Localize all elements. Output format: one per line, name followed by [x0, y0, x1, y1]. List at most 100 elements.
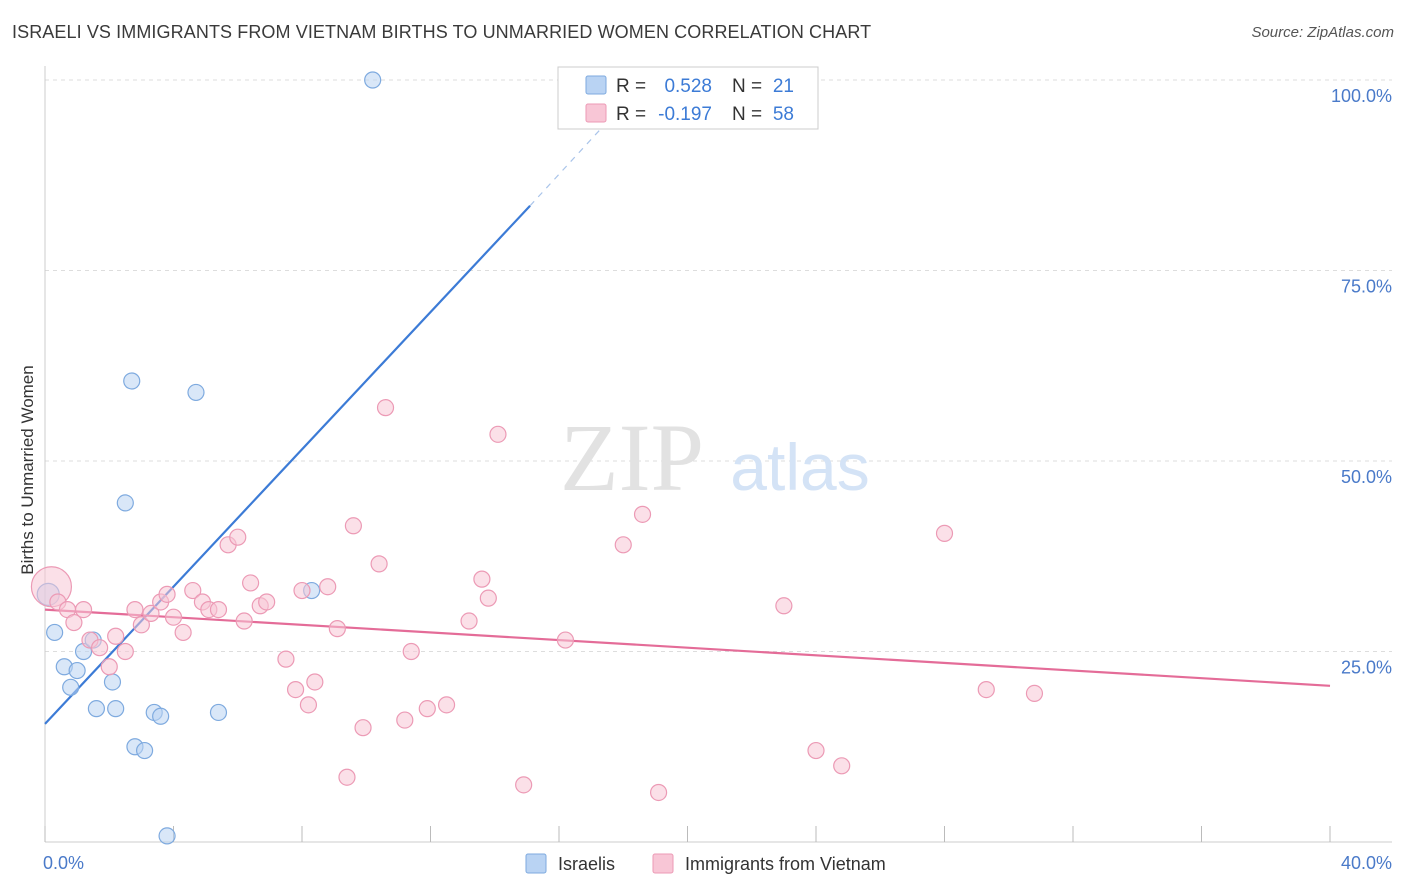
- legend-swatch-israelis: [525, 853, 547, 874]
- stats-swatch-israelis: [585, 75, 607, 95]
- point-vietnam: [209, 600, 228, 619]
- point-vietnam: [328, 620, 346, 638]
- point-israelis: [107, 700, 125, 718]
- point-vietnam: [319, 578, 337, 596]
- gridlines: [45, 79, 1392, 652]
- point-israelis: [68, 661, 86, 680]
- trend-line-vietnam: [44, 608, 1331, 687]
- point-israelis: [87, 700, 106, 718]
- point-vietnam: [277, 650, 295, 668]
- series-legend: Israelis Immigrants from Vietnam: [525, 853, 886, 874]
- point-vietnam: [174, 623, 192, 642]
- point-israelis: [116, 494, 134, 512]
- point-vietnam: [74, 600, 93, 619]
- point-vietnam: [515, 776, 533, 794]
- trend-line-israelis: [44, 204, 531, 725]
- point-vietnam: [807, 741, 825, 760]
- y-tick-label: 75.0%: [1341, 277, 1392, 297]
- point-vietnam: [489, 425, 507, 443]
- point-vietnam: [65, 613, 83, 632]
- point-vietnam: [354, 719, 372, 737]
- point-vietnam: [460, 612, 478, 630]
- stats-n-label-vietnam: N =: [732, 104, 762, 125]
- point-israelis: [62, 678, 80, 696]
- point-vietnam: [158, 585, 176, 603]
- point-vietnam: [556, 631, 575, 649]
- point-vietnam: [396, 711, 414, 729]
- stats-r-label-vietnam: R =: [616, 104, 646, 125]
- point-israelis: [209, 703, 228, 722]
- point-vietnam: [184, 581, 202, 600]
- point-vietnam: [437, 696, 456, 714]
- point-vietnam: [633, 505, 652, 523]
- point-vietnam: [164, 608, 183, 626]
- point-vietnam: [142, 604, 160, 623]
- point-vietnam: [132, 616, 150, 634]
- point-vietnam: [649, 783, 668, 802]
- watermark-zip: ZIP: [560, 404, 704, 511]
- source-label: Source: ZipAtlas.com: [1251, 24, 1394, 41]
- legend-label-israelis: Israelis: [558, 854, 615, 874]
- legend-swatch-vietnam: [652, 853, 674, 874]
- trend-lines: [44, 121, 1331, 725]
- point-vietnam: [299, 696, 318, 714]
- point-vietnam: [258, 593, 276, 611]
- point-vietnam: [107, 627, 125, 645]
- watermark-atlas: atlas: [730, 430, 869, 504]
- point-vietnam: [344, 517, 362, 535]
- point-israelis: [135, 741, 154, 760]
- chart-title: ISRAELI VS IMMIGRANTS FROM VIETNAM BIRTH…: [12, 22, 872, 42]
- stats-n-label-israelis: N =: [732, 76, 762, 97]
- point-vietnam: [977, 680, 995, 699]
- point-vietnam: [286, 680, 305, 699]
- point-vietnam: [100, 658, 118, 676]
- point-israelis: [364, 71, 382, 89]
- point-vietnam: [370, 555, 388, 573]
- point-vietnam: [775, 597, 793, 615]
- point-vietnam: [1025, 684, 1044, 703]
- point-vietnam: [293, 581, 311, 600]
- stats-swatch-vietnam: [585, 103, 607, 123]
- point-vietnam: [833, 757, 851, 775]
- stats-r-value-vietnam: -0.197: [658, 104, 712, 125]
- x-tick-label: 40.0%: [1341, 853, 1392, 873]
- point-vietnam: [479, 589, 497, 607]
- point-vietnam: [338, 768, 356, 786]
- point-vietnam: [418, 700, 436, 718]
- stats-legend: R = 0.528 N = 21 R = -0.197 N = 58: [557, 66, 819, 130]
- point-vietnam: [935, 524, 954, 542]
- point-vietnam: [229, 528, 247, 546]
- trend-line-israelis-extension: [529, 121, 608, 207]
- y-tick-label: 50.0%: [1341, 467, 1392, 487]
- y-tick-label: 25.0%: [1341, 658, 1392, 678]
- watermark: ZIP atlas: [560, 404, 870, 511]
- point-israelis: [158, 827, 176, 845]
- point-vietnam: [116, 642, 134, 661]
- axes: [44, 66, 1392, 843]
- stats-n-value-israelis: 21: [773, 76, 794, 97]
- data-points: [30, 71, 1044, 845]
- point-israelis: [123, 372, 141, 390]
- point-vietnam: [614, 536, 632, 554]
- point-israelis: [187, 383, 205, 402]
- x-tick-label: 0.0%: [43, 853, 84, 873]
- stats-r-value-israelis: 0.528: [664, 76, 712, 97]
- legend-label-vietnam: Immigrants from Vietnam: [685, 854, 886, 874]
- point-vietnam: [376, 399, 395, 417]
- stats-r-label-israelis: R =: [616, 76, 646, 97]
- point-israelis: [103, 673, 122, 691]
- point-vietnam: [91, 639, 109, 657]
- stats-n-value-vietnam: 58: [773, 104, 794, 125]
- point-israelis: [46, 623, 64, 642]
- y-axis-label: Births to Unmarried Women: [18, 365, 37, 574]
- point-vietnam: [473, 570, 491, 588]
- point-vietnam: [242, 574, 260, 592]
- y-tick-label: 100.0%: [1331, 86, 1392, 106]
- point-vietnam: [306, 673, 324, 691]
- point-vietnam: [402, 642, 420, 661]
- tick-labels: 25.0% 50.0% 75.0% 100.0% 0.0% 40.0%: [43, 86, 1392, 873]
- point-vietnam: [235, 612, 253, 630]
- point-israelis: [152, 707, 170, 725]
- point-vietnam: [126, 600, 144, 619]
